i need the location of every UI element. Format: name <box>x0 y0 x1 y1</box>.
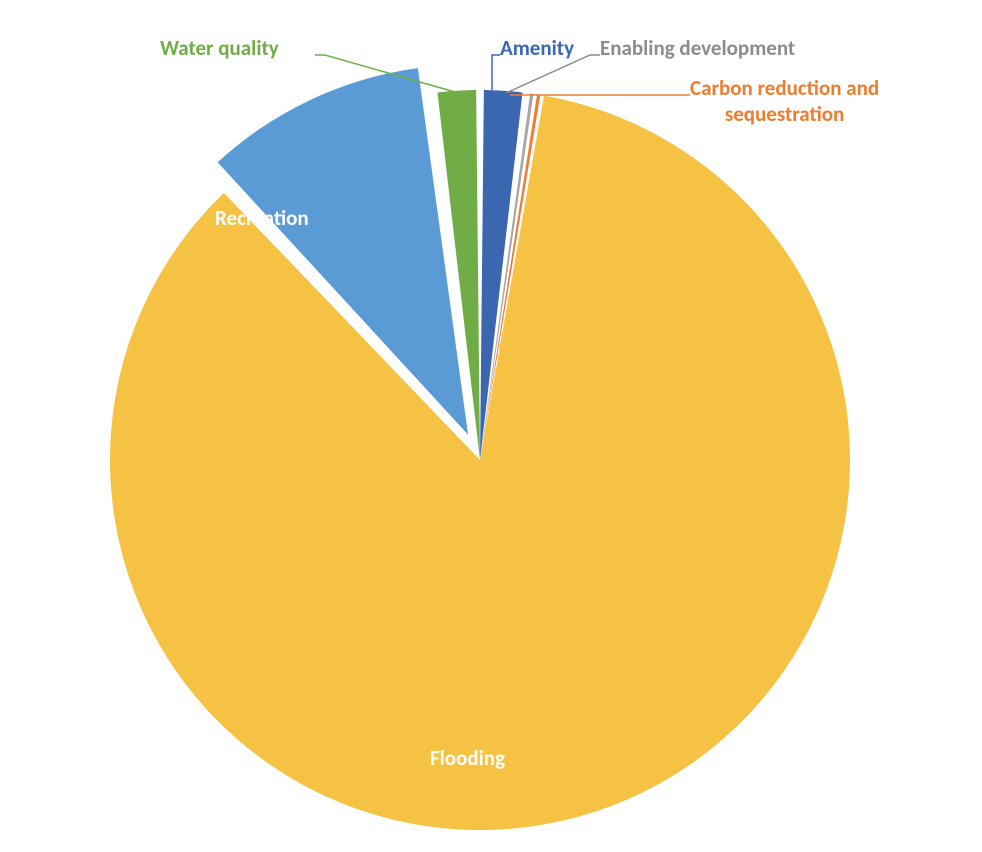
slice-label: Amenity <box>500 35 574 61</box>
pie-svg <box>0 0 982 852</box>
slice-label: Carbon reduction andsequestration <box>690 75 879 128</box>
slice-label: Enabling development <box>600 35 795 61</box>
leader-line <box>492 55 500 90</box>
pie-chart: Amenity Enabling development Carbon reduct… <box>0 0 982 852</box>
slice-label: Water quality <box>160 35 279 61</box>
slice-label: Flooding <box>430 745 505 771</box>
slice-label: Recreation <box>215 205 309 231</box>
